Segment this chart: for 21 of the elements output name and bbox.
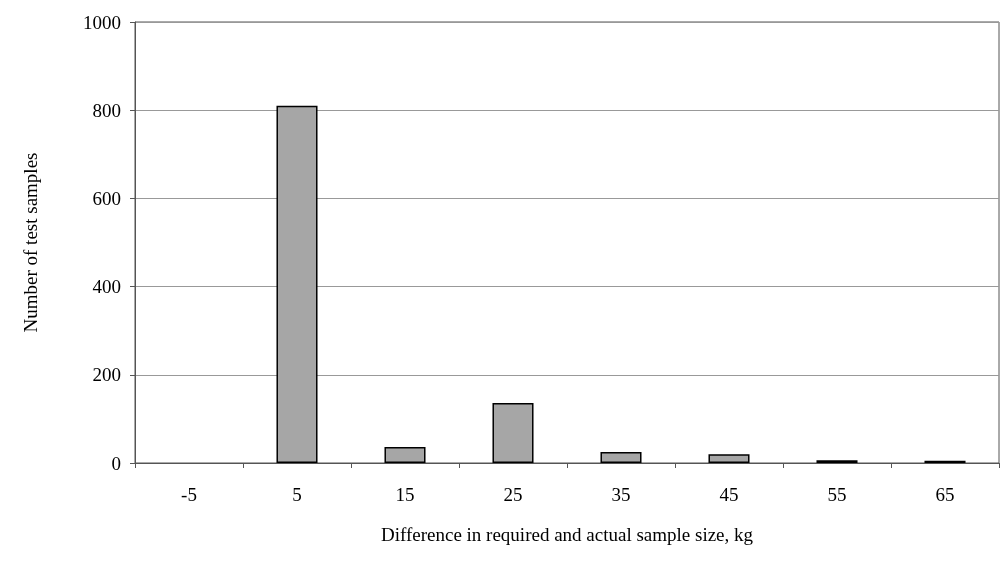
x-tick-label: 15 xyxy=(395,484,415,505)
y-axis-title: Number of test samples xyxy=(20,152,41,333)
y-tick-label: 800 xyxy=(92,99,121,121)
x-tick-label: -5 xyxy=(181,484,197,505)
x-tick-label: 5 xyxy=(292,484,302,505)
bar xyxy=(276,105,318,463)
bar xyxy=(492,403,534,463)
bar xyxy=(384,447,426,463)
x-tick-label: 25 xyxy=(503,484,523,505)
x-tick-label: 35 xyxy=(611,484,631,505)
x-axis-title: Difference in required and actual sample size, kg xyxy=(380,524,754,545)
x-tick-label: 55 xyxy=(827,484,847,505)
x-tick-label: 45 xyxy=(719,484,739,505)
y-tick-label: 400 xyxy=(92,276,121,298)
y-tick-label: 0 xyxy=(111,452,121,474)
x-tick-label: 65 xyxy=(935,484,955,505)
y-tick-label: 600 xyxy=(92,187,121,209)
y-tick-label: 200 xyxy=(92,364,121,386)
bar xyxy=(708,454,750,463)
bar xyxy=(600,451,642,463)
y-tick-label: 1000 xyxy=(83,11,121,33)
